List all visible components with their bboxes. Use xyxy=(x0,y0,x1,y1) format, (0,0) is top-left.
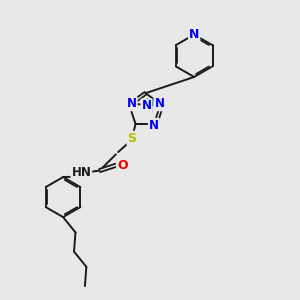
Text: N: N xyxy=(127,97,137,110)
Text: N: N xyxy=(149,119,159,132)
Text: N: N xyxy=(141,99,152,112)
Text: O: O xyxy=(117,159,128,172)
Text: N: N xyxy=(154,97,164,110)
Text: N: N xyxy=(189,28,200,41)
Text: HN: HN xyxy=(71,167,91,179)
Text: S: S xyxy=(128,132,136,145)
Text: H: H xyxy=(145,98,154,108)
Text: H: H xyxy=(144,104,154,114)
